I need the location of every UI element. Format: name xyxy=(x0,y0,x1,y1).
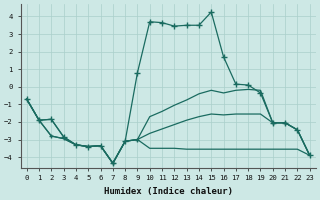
X-axis label: Humidex (Indice chaleur): Humidex (Indice chaleur) xyxy=(104,187,233,196)
